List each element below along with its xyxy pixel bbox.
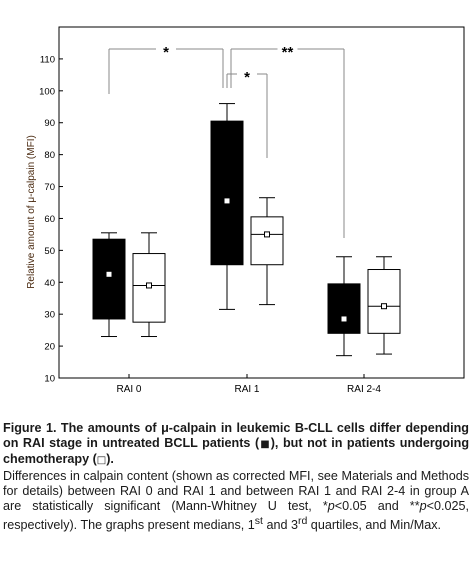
quartile-box	[250, 216, 284, 266]
significance-brackets: ****	[108, 44, 345, 238]
significance-label-bg	[156, 45, 176, 57]
x-axis-ticks: RAI 0 RAI 1 RAI 2-4	[116, 374, 381, 395]
significance-label: *	[244, 69, 250, 86]
significance-label-bg	[277, 45, 298, 57]
y-tick-label: 80	[44, 150, 55, 161]
significance-label-bg	[237, 70, 257, 82]
y-axis-label: Relative amount of μ-calpain (MFI)	[26, 135, 37, 289]
caption-body: Differences in calpain content (shown as…	[3, 469, 469, 534]
y-tick-label: 70	[44, 182, 55, 193]
box-rai-2-4	[327, 256, 361, 357]
quartile-box	[327, 283, 361, 334]
y-tick-label: 10	[44, 374, 55, 385]
series-filled	[92, 103, 361, 357]
caption-body-part5: quartiles, and Min/Max.	[307, 518, 442, 533]
y-tick-label: 100	[39, 86, 55, 97]
box-rai-1	[210, 103, 244, 310]
caption-sup-rd: rd	[297, 515, 308, 528]
quartile-box	[92, 238, 126, 320]
chart-svg: 10 20 30 40 50 60 70 80 90 100 110 RAI 0 RAI 1 RAI 2…	[26, 26, 465, 395]
y-tick-label: 50	[44, 246, 55, 257]
box-rai-0	[132, 232, 166, 338]
x-tick-label: RAI 0	[116, 384, 141, 395]
caption-body-part1: Differences in calpain content (shown as…	[3, 468, 469, 514]
significance-label: **	[282, 44, 294, 61]
open-square-icon: □	[96, 455, 107, 467]
y-tick-label: 40	[44, 278, 55, 289]
caption-p-italic-1: p	[327, 499, 335, 514]
median-marker	[106, 271, 112, 277]
box-rai-0	[92, 232, 126, 338]
y-tick-label: 60	[44, 214, 55, 225]
y-tick-label: 90	[44, 118, 55, 129]
caption-title-part2: ), but not in patients undergoing chemot…	[3, 436, 470, 467]
plot-frame	[58, 26, 465, 379]
x-tick-label: RAI 1	[234, 384, 259, 395]
median-marker	[264, 231, 270, 238]
series-open	[132, 197, 401, 355]
median-marker	[341, 316, 347, 322]
median-marker	[381, 303, 387, 310]
filled-square-icon: ■	[259, 439, 271, 451]
quartile-box	[367, 269, 401, 334]
caption-body-part2: <0.05 and **	[334, 499, 420, 514]
caption-title-part3: ).	[106, 452, 114, 467]
caption-body-part4: and 3	[262, 518, 298, 533]
median-marker	[224, 198, 230, 204]
y-tick-label: 110	[40, 54, 55, 65]
figure-caption: Figure 1. The amounts of μ-calpain in le…	[3, 421, 469, 534]
caption-sup-st: st	[254, 515, 263, 528]
caption-title-part1: Figure 1. The amounts of μ-calpain in le…	[3, 421, 469, 451]
y-tick-label: 30	[44, 310, 55, 321]
significance-label: *	[163, 44, 169, 61]
box-series	[92, 103, 401, 357]
caption-p-italic-2: p	[419, 499, 427, 514]
box-rai-1	[250, 197, 284, 306]
x-tick-label: RAI 2-4	[347, 384, 381, 395]
boxplot-chart: 10 20 30 40 50 60 70 80 90 100 110 RAI 0 RAI 1 RAI 2…	[26, 26, 465, 395]
caption-title: Figure 1. The amounts of μ-calpain in le…	[3, 421, 469, 469]
box-rai-2-4	[367, 256, 401, 355]
y-tick-label: 20	[44, 342, 55, 353]
caption-body-part3: <0.025, respectively). The graphs presen…	[3, 499, 469, 533]
median-marker	[146, 282, 152, 289]
y-axis-ticks: 10 20 30 40 50 60 70 80 90 100 110	[39, 54, 63, 385]
quartile-box	[210, 120, 244, 266]
